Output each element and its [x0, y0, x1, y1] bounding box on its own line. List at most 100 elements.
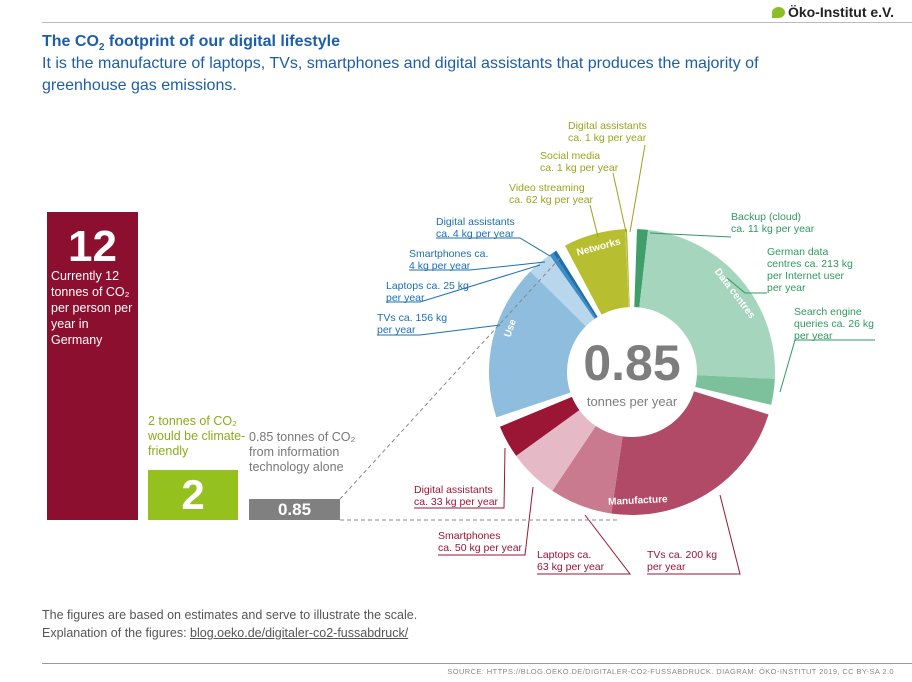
bottom-divider	[42, 663, 912, 664]
title-prefix: The CO	[42, 33, 99, 50]
label-line: Smartphones ca.	[409, 248, 489, 260]
label-mf-tv: TVs ca. 200 kg per year	[647, 549, 717, 573]
donut-slice-data-centres-2	[695, 375, 775, 405]
donut-slice-manufacture-2	[516, 410, 596, 491]
label-mf-da: Digital assistants ca. 33 kg per year	[414, 484, 498, 508]
donut-slice-use-2	[549, 252, 597, 319]
label-line: Digital assistants	[568, 120, 647, 132]
leader-line	[377, 324, 501, 336]
subtitle: It is the manufacture of laptops, TVs, s…	[42, 55, 759, 94]
label-line: Search engine	[794, 306, 862, 318]
logo: Öko-Institut e.V.	[771, 4, 894, 20]
donut-center: 0.85 tonnes per year	[567, 338, 697, 409]
donut-slice-data-centres-1	[639, 229, 775, 379]
label-line: per year	[647, 561, 686, 573]
leader-line	[779, 339, 875, 393]
top-divider	[42, 22, 912, 23]
group-label: Manufacture	[608, 494, 668, 508]
donut-slice-use-0	[489, 271, 586, 418]
bar-it: 0.85	[249, 499, 340, 520]
logo-text: Öko-Institut e.V.	[787, 4, 894, 20]
label-net-da: Digital assistants ca. 1 kg per year	[568, 120, 647, 144]
label-line: ca. 1 kg per year	[568, 132, 647, 144]
label-net-sm: Social media ca. 1 kg per year	[540, 150, 618, 174]
label-use-sp: Smartphones ca. 4 kg per year	[409, 248, 488, 272]
label-dc-de: German data centres ca. 213 kg per Interne…	[767, 246, 853, 294]
label-line: Digital assistants	[436, 216, 515, 228]
label-mf-sp: Smartphones ca. 50 kg per year	[438, 530, 522, 554]
footnote-line2: Explanation of the figures:	[42, 626, 191, 640]
donut-slice-manufacture-1	[552, 425, 623, 514]
label-line: Digital assistants	[414, 484, 493, 496]
label-line: Backup (cloud)	[731, 211, 802, 223]
label-line: Video streaming	[509, 182, 585, 194]
label-line: centres ca. 213 kg	[767, 258, 853, 270]
page-title: The CO2 footprint of our digital lifesty…	[42, 33, 340, 53]
leader-line	[537, 514, 632, 575]
label-line: ca. 4 kg per year	[436, 228, 515, 240]
bar-current-text: Currently 12 tonnes of CO₂ per person pe…	[51, 269, 133, 347]
donut-slice-data-centres-0	[634, 229, 649, 308]
leader-line	[414, 447, 506, 509]
bar-current-value: 12	[68, 222, 117, 271]
label-line: ca. 62 kg per year	[509, 194, 594, 206]
leader-line	[649, 232, 732, 238]
label-line: ca. 11 kg per year	[731, 223, 815, 235]
title-suffix: footprint of our digital lifestyle	[104, 33, 340, 50]
label-line: Laptops ca.	[537, 549, 592, 561]
donut-slice-networks-2	[625, 229, 630, 308]
label-dc-se: Search engine queries ca. 26 kg per year	[794, 306, 874, 342]
leader-line	[589, 204, 599, 238]
donut-slice-networks-0	[565, 229, 629, 315]
label-line: 4 kg per year	[409, 260, 471, 272]
label-line: per Internet user	[767, 270, 845, 282]
label-line: Social media	[540, 150, 601, 162]
leader-line	[726, 277, 767, 294]
bar-target-text: 2 tonnes of CO₂ would be climate-friendl…	[148, 414, 246, 458]
label-use-da: Digital assistants ca. 4 kg per year	[436, 216, 515, 240]
label-line: 63 kg per year	[537, 561, 605, 573]
label-line: TVs ca. 200 kg	[647, 549, 718, 561]
label-net-vs: Video streaming ca. 62 kg per year	[509, 182, 593, 206]
label-line: German data	[767, 246, 829, 258]
donut-slice-use-3	[552, 250, 598, 318]
center-value: 0.85	[583, 335, 681, 391]
label-line: Laptops ca. 25 kg	[386, 280, 469, 292]
explanation-link[interactable]: blog.oeko.de/digitaler-co2-fussabdruck/	[190, 626, 409, 640]
leader-line	[612, 172, 627, 233]
leader-line	[386, 264, 541, 303]
label-dc-bk: Backup (cloud) ca. 11 kg per year	[731, 211, 814, 235]
label-line: queries ca. 26 kg	[794, 318, 874, 330]
label-use-lt: Laptops ca. 25 kg per year	[386, 280, 469, 304]
leader-line	[436, 237, 551, 257]
label-use-tv: TVs ca. 156 kg per year	[377, 312, 447, 336]
footnote: The figures are based on estimates and s…	[42, 606, 417, 642]
title-subscript: 2	[98, 42, 105, 54]
leader-line	[409, 261, 546, 271]
donut-slice-manufacture-0	[611, 391, 769, 515]
label-line: ca. 50 kg per year	[438, 542, 523, 554]
label-mf-lt: Laptops ca. 63 kg per year	[537, 549, 604, 573]
footnote-line1: The figures are based on estimates and s…	[42, 608, 418, 622]
bar-current: 12 Currently 12 tonnes of CO₂ per person…	[47, 212, 138, 520]
donut-slice-use-1	[530, 255, 595, 327]
center-label: tonnes per year	[586, 394, 678, 409]
leader-line	[438, 486, 534, 556]
label-line: per year	[377, 324, 416, 336]
leader-line	[629, 144, 646, 233]
label-line: per year	[767, 282, 806, 294]
label-line: ca. 33 kg per year	[414, 496, 499, 508]
leader-line	[647, 494, 741, 575]
bar-it-text: 0.85 tonnes of CO₂ from information tech…	[249, 430, 356, 474]
bar-target: 2	[148, 470, 238, 520]
label-line: ca. 1 kg per year	[540, 162, 619, 174]
label-line: TVs ca. 156 kg	[377, 312, 448, 324]
dashed-connector	[339, 257, 561, 500]
donut-slice-manufacture-3	[499, 396, 580, 456]
label-line: per year	[794, 330, 833, 342]
label-line: Smartphones	[438, 530, 501, 542]
donut-slice-networks-1	[624, 229, 630, 308]
label-line: per year	[386, 292, 425, 304]
